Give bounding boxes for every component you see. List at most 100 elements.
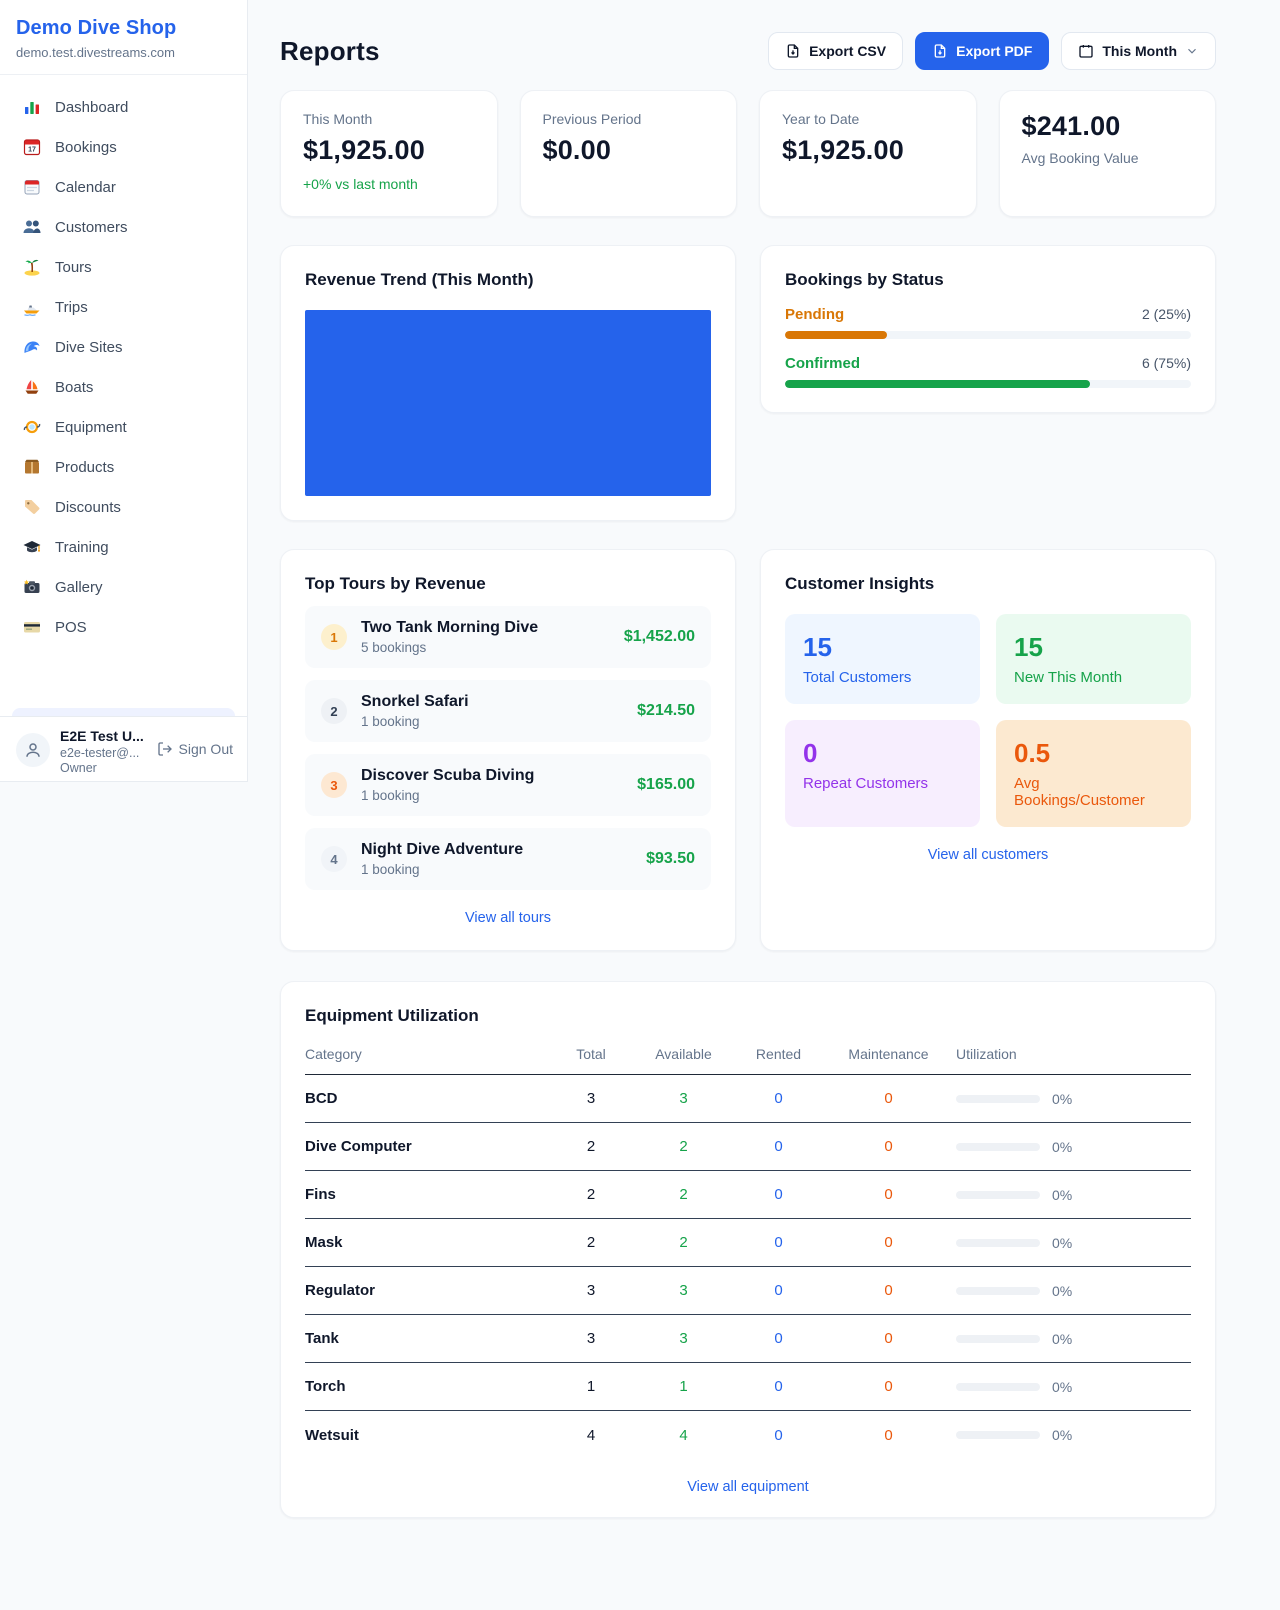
cell-maintenance: 0 — [884, 1138, 893, 1155]
sign-out-button[interactable]: Sign Out — [157, 741, 233, 757]
sidebar-item-bookings[interactable]: 17 Bookings — [12, 127, 235, 167]
stat-card-previous-period: Previous Period $0.00 — [519, 90, 737, 217]
export-csv-button[interactable]: Export CSV — [768, 32, 904, 70]
cell-rented: 0 — [774, 1426, 783, 1444]
sidebar-item-training[interactable]: Training — [12, 527, 235, 567]
view-all-customers-link[interactable]: View all customers — [927, 847, 1049, 863]
cell-maintenance: 0 — [884, 1090, 893, 1107]
cell-utilization: 0% — [956, 1091, 1191, 1107]
insight-tiles: 15 Total Customers 15 New This Month 0 R… — [785, 614, 1191, 827]
cell-category: Torch — [305, 1378, 346, 1395]
utilization-bar — [956, 1142, 1040, 1151]
sidebar-nav: Dashboard 17 Bookings Calendar Customers… — [0, 75, 247, 647]
sidebar-item-equipment[interactable]: Equipment — [12, 407, 235, 447]
tour-name: Snorkel Safari — [361, 693, 469, 710]
utilization-bar — [956, 1286, 1040, 1295]
tile-value: 15 — [803, 632, 832, 662]
sidebar-item-boats[interactable]: Boats — [12, 367, 235, 407]
stat-card-this-month: This Month $1,925.00 +0% vs last month — [280, 90, 498, 217]
sidebar-item-label: Training — [55, 538, 109, 556]
view-all-tours-link[interactable]: View all tours — [465, 910, 551, 926]
sidebar-item-dashboard[interactable]: Dashboard — [12, 87, 235, 127]
utilization-percent: 0% — [1052, 1378, 1073, 1395]
cell-available: 2 — [679, 1138, 688, 1155]
stat-card-avg-booking-value: $241.00 Avg Booking Value — [998, 90, 1216, 217]
top-tours-card: Top Tours by Revenue 1 Two Tank Morning … — [280, 549, 736, 951]
cell-rented: 0 — [774, 1186, 783, 1203]
export-pdf-button[interactable]: Export PDF — [915, 32, 1050, 70]
sidebar-item-reports-active-partial[interactable] — [12, 708, 235, 716]
sidebar-item-discounts[interactable]: Discounts — [12, 487, 235, 527]
equipment-utilization-title: Equipment Utilization — [305, 1006, 479, 1025]
cell-utilization: 0% — [956, 1139, 1191, 1155]
status-label: Confirmed — [785, 355, 860, 372]
status-bar-track — [785, 331, 1191, 339]
sidebar-item-customers[interactable]: Customers — [12, 207, 235, 247]
sidebar-item-label: Dive Sites — [55, 338, 123, 356]
pos-icon — [22, 617, 42, 637]
cell-total: 4 — [586, 1426, 596, 1444]
cell-utilization: 0% — [956, 1379, 1191, 1395]
stat-label: This Month — [303, 111, 373, 127]
tile-new-this-month: 15 New This Month — [996, 614, 1191, 704]
trips-icon — [22, 297, 42, 317]
col-maintenance: Maintenance — [848, 1046, 929, 1062]
cell-available: 3 — [679, 1090, 688, 1107]
gallery-icon — [22, 577, 42, 597]
sidebar: Demo Dive Shop demo.test.divestreams.com… — [0, 0, 248, 782]
col-rented: Rented — [755, 1046, 802, 1062]
stat-value: $0.00 — [542, 135, 612, 165]
cell-rented: 0 — [774, 1330, 783, 1347]
sidebar-item-products[interactable]: Products — [12, 447, 235, 487]
tour-row[interactable]: 3 Discover Scuba Diving 1 booking $165.0… — [305, 754, 711, 816]
user-role: Owner — [60, 761, 97, 776]
utilization-bar — [956, 1431, 1040, 1439]
cell-rented: 0 — [774, 1378, 783, 1395]
sidebar-user-panel: E2E Test U... e2e-tester@... Owner Sign … — [0, 716, 247, 781]
sidebar-item-pos[interactable]: POS — [12, 607, 235, 647]
sidebar-item-label: Tours — [55, 258, 92, 276]
cell-utilization: 0% — [956, 1283, 1191, 1299]
tour-row[interactable]: 2 Snorkel Safari 1 booking $214.50 — [305, 680, 711, 742]
dashboard-icon — [22, 97, 42, 117]
page-title: Reports — [280, 35, 380, 66]
products-icon — [22, 457, 42, 477]
table-row: Dive Computer 2 2 0 0 0% — [305, 1123, 1191, 1171]
tour-row[interactable]: 1 Two Tank Morning Dive 5 bookings $1,45… — [305, 606, 711, 668]
sidebar-item-gallery[interactable]: Gallery — [12, 567, 235, 607]
sidebar-item-label: POS — [55, 618, 87, 636]
user-name: E2E Test U... — [60, 728, 144, 744]
calendar-outline-icon — [1079, 45, 1094, 58]
tour-bookings: 1 booking — [361, 788, 420, 803]
tour-row[interactable]: 4 Night Dive Adventure 1 booking $93.50 — [305, 828, 711, 890]
sidebar-item-dive-sites[interactable]: Dive Sites — [12, 327, 235, 367]
tour-revenue: $165.00 — [637, 776, 695, 793]
discounts-icon — [22, 497, 42, 517]
sidebar-item-tours[interactable]: Tours — [12, 247, 235, 287]
sidebar-item-label: Discounts — [55, 498, 121, 516]
cell-rented: 0 — [774, 1234, 783, 1251]
bookings-icon: 17 — [22, 137, 42, 157]
table-header: Category Total Available Rented Maintena… — [305, 1046, 1191, 1075]
bookings-by-status-title: Bookings by Status — [785, 270, 944, 289]
utilization-bar — [956, 1190, 1040, 1199]
sidebar-item-trips[interactable]: Trips — [12, 287, 235, 327]
view-all-equipment-link[interactable]: View all equipment — [687, 1479, 809, 1495]
period-dropdown[interactable]: This Month — [1061, 32, 1216, 70]
col-available: Available — [655, 1046, 712, 1062]
cell-category: Regulator — [305, 1282, 376, 1299]
tour-bookings: 1 booking — [361, 714, 420, 729]
rank-badge: 1 — [321, 624, 347, 650]
cell-total: 2 — [586, 1186, 596, 1203]
table-row: Fins 2 2 0 0 0% — [305, 1171, 1191, 1219]
utilization-bar — [956, 1334, 1040, 1343]
cell-available: 2 — [679, 1186, 688, 1203]
sidebar-item-label: Customers — [55, 218, 128, 236]
utilization-percent: 0% — [1052, 1234, 1073, 1251]
table-row: Regulator 3 3 0 0 0% — [305, 1267, 1191, 1315]
sidebar-item-calendar[interactable]: Calendar — [12, 167, 235, 207]
equipment-table: Category Total Available Rented Maintena… — [305, 1046, 1191, 1459]
top-tours-title: Top Tours by Revenue — [305, 574, 486, 593]
sidebar-item-label: Bookings — [55, 138, 117, 156]
tour-revenue: $93.50 — [646, 850, 695, 867]
